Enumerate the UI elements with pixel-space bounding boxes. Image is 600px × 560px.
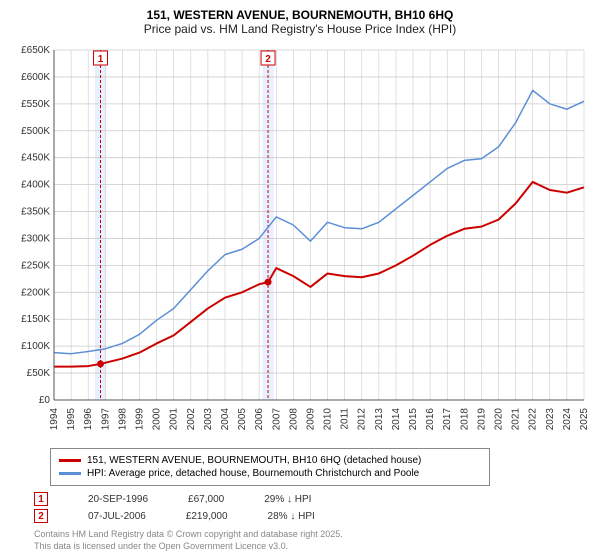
marker-price: £219,000 [186,511,228,522]
line-chart: £0 £50K £100K £150K £200K £250K £300K £350K £400… [10,42,590,442]
svg-text:£250K: £250K [21,260,50,271]
svg-text:1997: 1997 [100,408,111,431]
svg-text:2020: 2020 [494,408,505,431]
marker-badge: 1 [34,492,48,506]
svg-text:2003: 2003 [203,408,214,431]
markers-table: 1 20-SEP-1996 £67,000 29% ↓ HPI 2 07-JUL… [34,492,590,523]
svg-text:£450K: £450K [21,153,50,164]
svg-text:2019: 2019 [476,408,487,431]
svg-text:£200K: £200K [21,287,50,298]
svg-text:£350K: £350K [21,207,50,218]
legend-swatch [59,472,81,475]
svg-text:£500K: £500K [21,126,50,137]
svg-text:2010: 2010 [323,408,334,431]
chart-area: £0 £50K £100K £150K £200K £250K £300K £350K £400… [10,42,590,422]
marker-delta: 29% ↓ HPI [264,494,311,505]
chart-title: 151, WESTERN AVENUE, BOURNEMOUTH, BH10 6… [10,8,590,22]
svg-text:2004: 2004 [220,408,231,431]
svg-text:2012: 2012 [357,408,368,431]
svg-text:1998: 1998 [117,408,128,431]
svg-text:2014: 2014 [391,408,402,431]
svg-text:2008: 2008 [288,408,299,431]
svg-text:£300K: £300K [21,233,50,244]
svg-text:£50K: £50K [27,368,51,379]
svg-text:2017: 2017 [442,408,453,431]
footnote-line: This data is licensed under the Open Gov… [34,541,590,553]
svg-text:2021: 2021 [511,408,522,431]
svg-text:2016: 2016 [425,408,436,431]
svg-text:2013: 2013 [374,408,385,431]
svg-text:2006: 2006 [254,408,265,431]
legend-label: HPI: Average price, detached house, Bour… [87,468,419,479]
footnote: Contains HM Land Registry data © Crown c… [34,529,590,552]
svg-text:2011: 2011 [340,408,351,430]
table-row: 1 20-SEP-1996 £67,000 29% ↓ HPI [34,492,590,506]
marker-delta: 28% ↓ HPI [268,511,315,522]
svg-text:2: 2 [265,54,271,65]
table-row: 2 07-JUL-2006 £219,000 28% ↓ HPI [34,509,590,523]
svg-text:£650K: £650K [21,45,50,56]
legend: 151, WESTERN AVENUE, BOURNEMOUTH, BH10 6… [50,448,490,486]
legend-swatch [59,459,81,462]
svg-text:1994: 1994 [49,408,60,431]
svg-text:2022: 2022 [528,408,539,431]
marker-badge: 2 [34,509,48,523]
svg-text:2007: 2007 [271,408,282,431]
legend-label: 151, WESTERN AVENUE, BOURNEMOUTH, BH10 6… [87,455,421,466]
svg-text:2015: 2015 [408,408,419,431]
svg-text:£550K: £550K [21,99,50,110]
svg-text:£100K: £100K [21,341,50,352]
svg-text:2005: 2005 [237,408,248,431]
marker-price: £67,000 [188,494,224,505]
svg-text:2001: 2001 [169,408,180,431]
svg-text:2002: 2002 [186,408,197,431]
footnote-line: Contains HM Land Registry data © Crown c… [34,529,590,541]
svg-text:2024: 2024 [562,408,573,431]
legend-item: HPI: Average price, detached house, Bour… [59,468,481,479]
svg-text:1999: 1999 [134,408,145,431]
svg-text:2025: 2025 [579,408,590,431]
chart-subtitle: Price paid vs. HM Land Registry's House … [10,22,590,36]
svg-text:£400K: £400K [21,180,50,191]
svg-text:1996: 1996 [83,408,94,431]
svg-text:2000: 2000 [152,408,163,431]
svg-text:2018: 2018 [459,408,470,431]
marker-date: 07-JUL-2006 [88,511,146,522]
svg-text:£150K: £150K [21,314,50,325]
svg-text:2023: 2023 [545,408,556,431]
legend-item: 151, WESTERN AVENUE, BOURNEMOUTH, BH10 6… [59,455,481,466]
svg-text:1: 1 [98,54,104,65]
marker-date: 20-SEP-1996 [88,494,148,505]
svg-text:£0: £0 [39,395,51,406]
svg-text:2009: 2009 [305,408,316,431]
svg-text:£600K: £600K [21,72,50,83]
svg-text:1995: 1995 [66,408,77,431]
